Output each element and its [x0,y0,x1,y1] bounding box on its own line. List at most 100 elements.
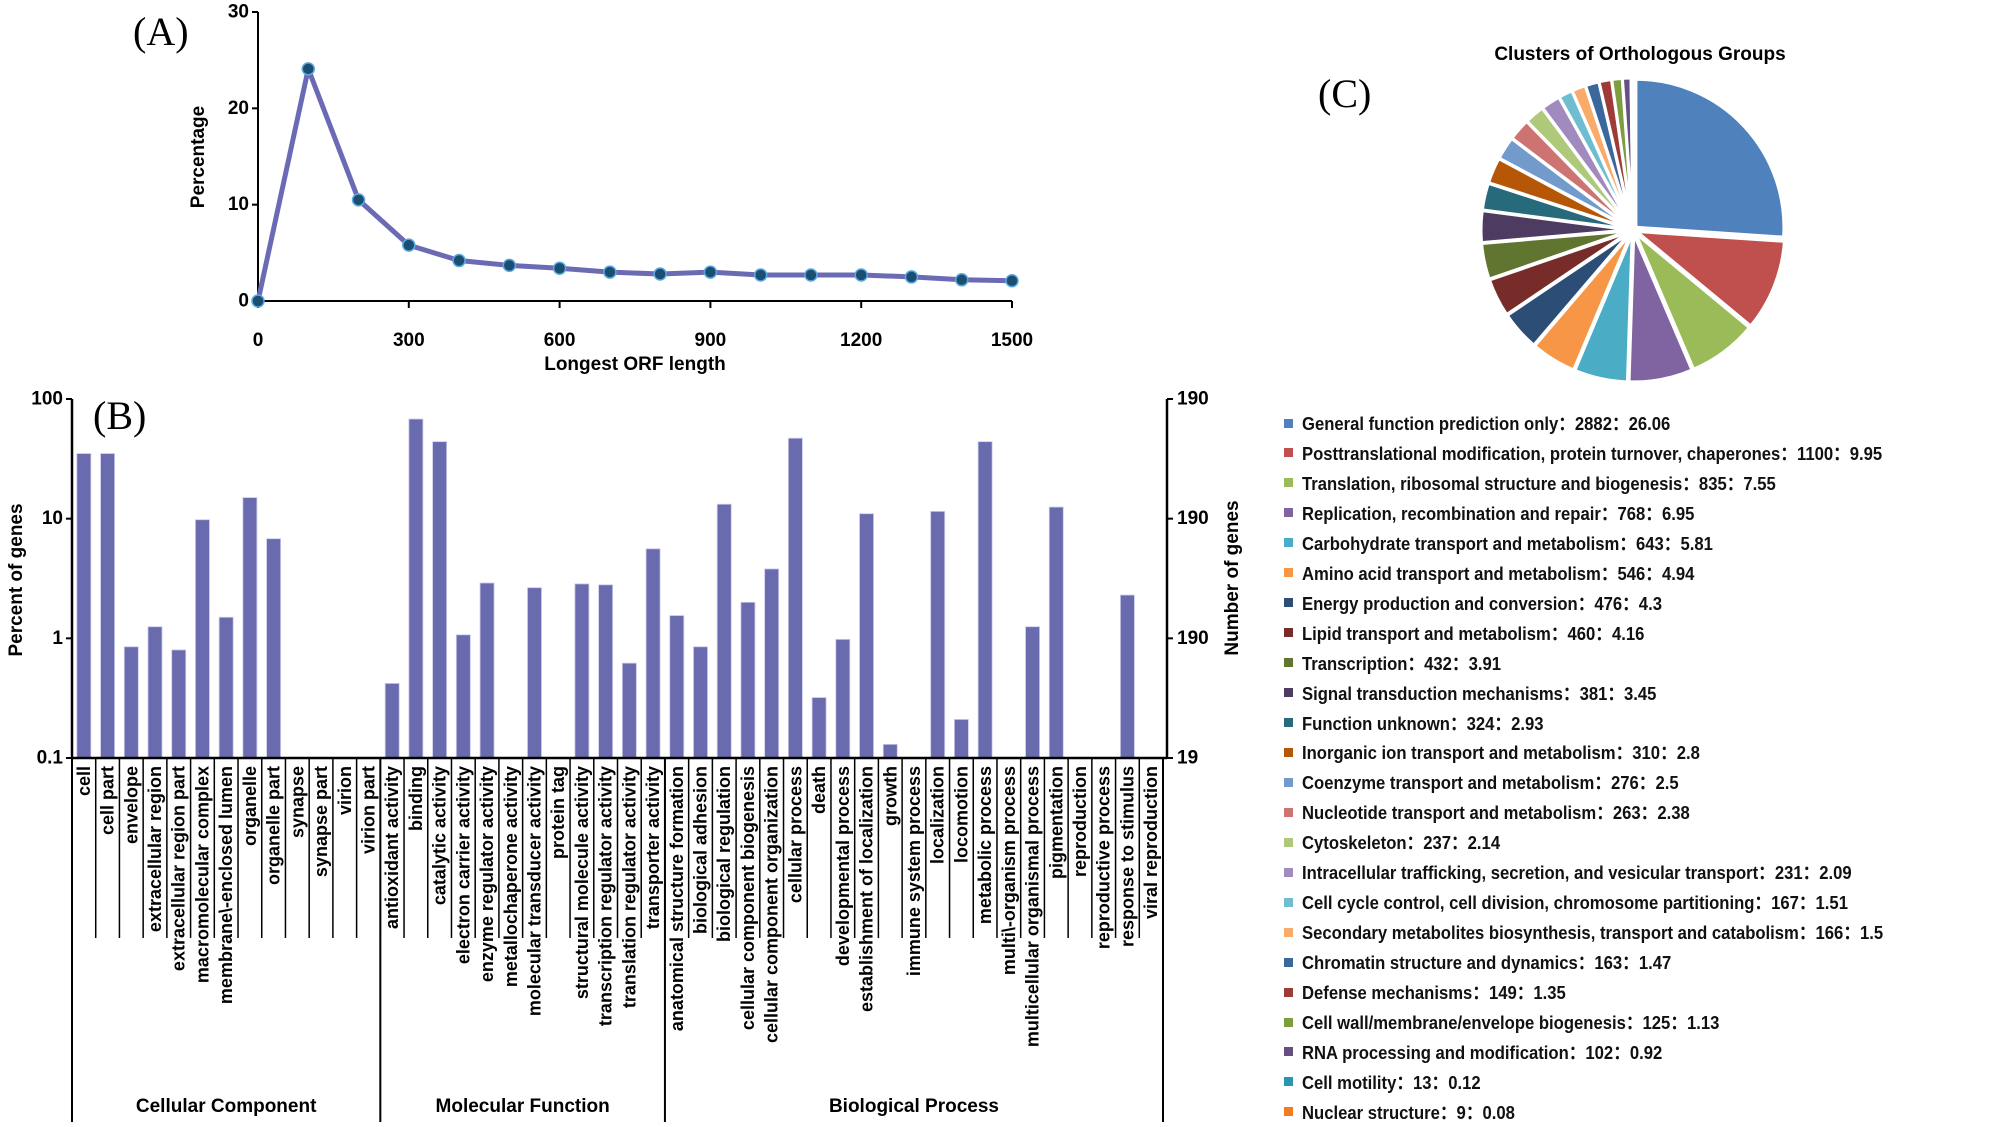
legend-separator: ： [1638,772,1656,794]
y-tick-label: 10 [228,194,249,215]
category-label: virion [335,766,355,815]
data-point [603,265,617,279]
legend-separator: ： [1645,562,1662,584]
bar [432,441,448,759]
legend-count: 125 [1642,1012,1671,1033]
legend-label: Inorganic ion transport and metabolism：3… [1302,739,1700,765]
legend-item: Coenzyme transport and metabolism：276：2.… [1284,767,1720,797]
legend-count: 2882 [1574,413,1612,434]
category-label: transporter activity [643,766,663,929]
legend-swatch [1284,897,1293,907]
legend-separator: ： [1439,1101,1457,1123]
group-label: Cellular Component [136,1096,317,1117]
legend-count: 1100 [1796,442,1834,464]
category-label: virion part [358,766,378,854]
legend-separator: ： [1619,532,1636,554]
y2-tick-label: 190 [1177,628,1209,649]
legend-separator: ： [1577,592,1595,614]
legend-separator: ： [1613,1041,1630,1063]
legend-count: 166 [1815,922,1844,944]
category-label: response to stimulus [1117,766,1137,947]
bar [621,662,637,759]
legend-count: 432 [1424,652,1452,674]
legend-swatch [1284,448,1293,458]
legend-label: Amino acid transport and metabolism：546：… [1302,560,1694,586]
legend-count: 13 [1413,1071,1432,1093]
data-point [653,267,667,281]
category-label: death [809,766,829,814]
bar [218,616,234,759]
legend-percent: 9.95 [1849,442,1883,464]
legend-label: Chromatin structure and dynamics：163：1.4… [1302,949,1671,975]
legend-label: Nuclear structure：9：0.08 [1302,1099,1515,1125]
legend-separator: ： [1682,472,1699,494]
y-tick-label: 0 [238,291,249,312]
y2-axis-title: Number of genes [1222,500,1243,655]
legend-separator: ： [1798,922,1816,944]
legend-separator: ： [1843,922,1860,944]
x-tick-label: 1200 [840,330,882,351]
bar [242,497,258,759]
bar [123,646,139,759]
legend-separator: ： [1607,682,1625,704]
category-label: antioxidant activity [382,766,402,929]
legend-percent: 1.35 [1533,982,1566,1004]
legend-swatch [1284,1047,1293,1057]
legend-swatch [1284,867,1293,877]
legend-item: Chromatin structure and dynamics：163：1.4… [1284,947,1712,977]
category-label: transcription regulator activity [596,766,616,1026]
category-label: cellular process [785,766,805,903]
legend-count: 768 [1617,502,1646,524]
bar [76,453,92,759]
y2-tick-label: 190 [1177,508,1209,529]
legend-percent: 1.13 [1686,1012,1720,1033]
legend-percent: 0.08 [1482,1101,1515,1123]
legend-category: Cell wall/membrane/envelope biogenesis [1302,1012,1626,1033]
y-tick-label: 30 [228,2,249,23]
category-label: biological adhesion [691,766,711,934]
legend-swatch [1284,538,1293,548]
bar [408,418,424,759]
legend-percent: 4.3 [1638,592,1662,614]
pie-title: Clusters of Orthologous Groups [1494,44,1785,65]
bar [740,601,756,759]
x-tick-label: 600 [544,330,576,351]
category-label: metallochaperone activity [501,766,521,987]
panel-label-c: (C) [1318,71,1372,116]
legend-separator: ： [1600,562,1618,584]
legend-category: Carbohydrate transport and metabolism [1302,532,1620,554]
legend-item: Defense mechanisms：149：1.35 [1284,977,1595,1007]
legend-item: Posttranslational modification, protein … [1284,438,1947,468]
legend-separator: ： [1595,622,1612,644]
legend-label: RNA processing and modification：102：0.92 [1302,1039,1662,1065]
legend-item: Signal transduction mechanisms：381：3.45 [1284,678,1696,708]
category-label: establishment of localization [857,766,877,1012]
legend-swatch [1284,957,1293,967]
legend-item: Lipid transport and metabolism：460：4.16 [1284,618,1682,648]
panel-label-b: (B) [93,393,147,438]
category-label: organelle part [264,766,284,885]
y-axis-title: Percentage [188,106,209,208]
legend-separator: ： [1577,952,1595,974]
data-point [854,268,868,282]
category-label: developmental process [833,766,853,966]
legend-separator: ： [1726,472,1744,494]
legend-percent: 2.38 [1657,802,1690,824]
legend-separator: ： [1558,413,1575,434]
pie-slice [1634,232,1752,372]
category-label: metabolic process [975,766,995,924]
legend-swatch [1284,628,1293,638]
legend-separator: ： [1494,712,1512,734]
legend-count: 310 [1632,742,1661,764]
legend-count: 102 [1585,1041,1614,1063]
legend-category: Replication, recombination and repair [1302,502,1601,524]
x-tick-label: 900 [695,330,727,351]
legend-percent: 7.55 [1743,472,1776,494]
legend-item: Cytoskeleton：237：2.14 [1284,827,1522,857]
legend-label: Defense mechanisms：149：1.35 [1302,979,1566,1005]
category-label: cellular component biogenesis [738,766,758,1030]
pie-slice [1634,77,1786,239]
legend-separator: ： [1431,1071,1449,1093]
legend-separator: ： [1670,1012,1687,1033]
